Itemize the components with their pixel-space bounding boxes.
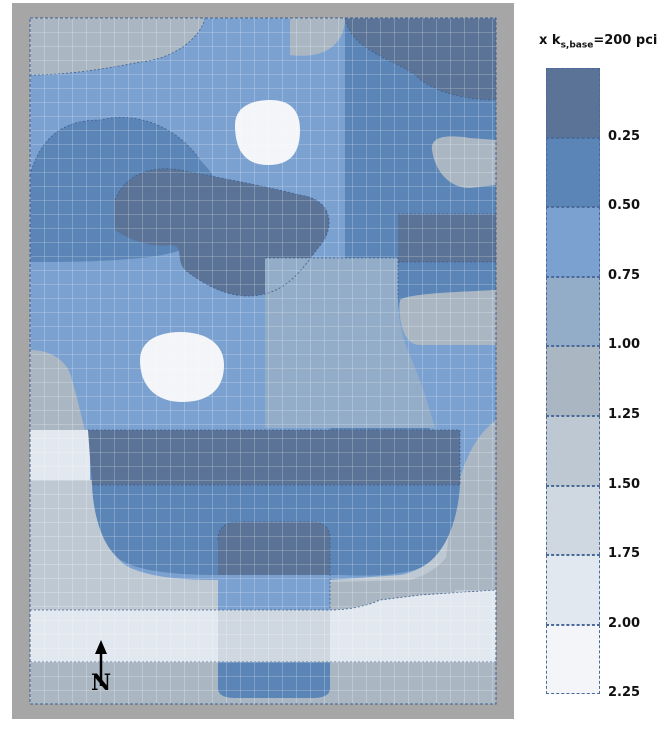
plate-border (29, 17, 497, 705)
legend-tick-label: 1.50 (608, 476, 641, 492)
legend-tick-label: 0.25 (608, 128, 641, 144)
legend-tick-label: 0.75 (608, 267, 641, 283)
legend-swatch (546, 485, 600, 556)
legend-swatch (546, 276, 600, 347)
legend-title: x ks,base=200 pci (539, 33, 658, 51)
legend-swatch (546, 68, 600, 138)
legend-swatch (546, 346, 600, 416)
contour-map: N (12, 3, 514, 719)
legend-tick-label: 0.50 (608, 198, 641, 214)
legend-swatch (546, 624, 600, 695)
north-label: N (91, 670, 111, 696)
legend-swatch (546, 416, 600, 486)
mesh-grid (30, 18, 496, 704)
legend-tick-label: 1.75 (608, 546, 641, 562)
legend-tick-label: 1.25 (608, 407, 641, 422)
legend-swatch (546, 555, 600, 625)
legend-tick-label: 2.00 (608, 615, 641, 631)
legend-swatch (546, 137, 600, 208)
north-arrow-icon (95, 640, 107, 686)
legend-tick-label: 1.00 (608, 337, 641, 353)
contour-regions (30, 18, 496, 704)
legend-tick-label: 2.25 (608, 685, 641, 701)
legend-swatch (546, 207, 600, 277)
